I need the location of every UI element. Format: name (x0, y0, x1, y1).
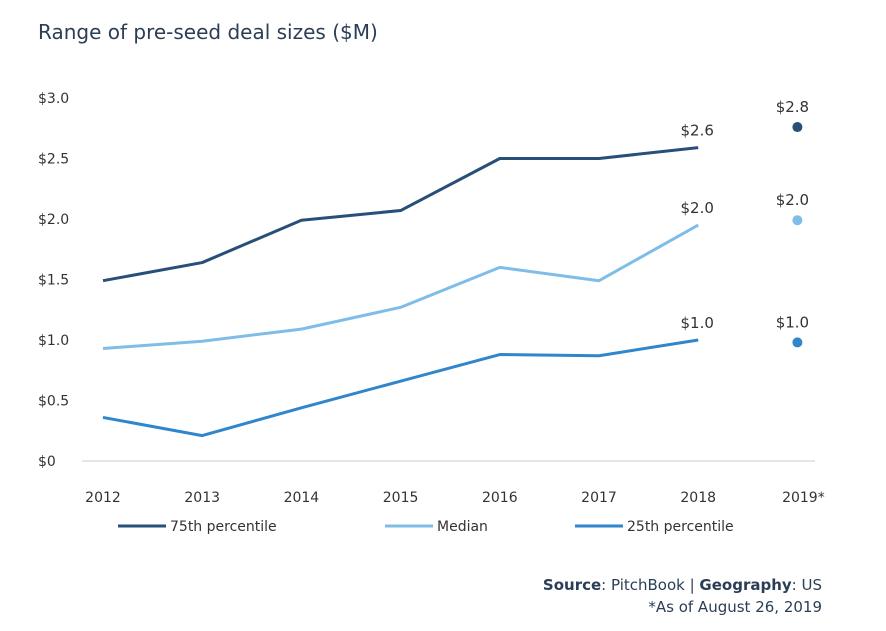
y-tick-label: $2.5 (38, 152, 69, 168)
legend-label: 25th percentile (627, 519, 734, 535)
x-tick-label: 2018 (680, 490, 716, 506)
source-line: Source: PitchBook | Geography: US (543, 576, 822, 594)
source-label: Source (542, 576, 602, 594)
x-tick-label: 2015 (383, 490, 419, 506)
legend-label: 75th percentile (170, 519, 277, 535)
x-tick-label: 2017 (581, 490, 617, 506)
data-label-2019: $2.8 (776, 98, 809, 116)
y-tick-label: $0.5 (38, 394, 69, 410)
y-tick-label: $3.0 (38, 91, 69, 107)
y-tick-label: $1.0 (38, 333, 69, 349)
data-label-2018: $2.6 (680, 122, 713, 140)
y-tick-label: $2.0 (38, 212, 69, 228)
geography-label: Geography (699, 576, 792, 594)
legend-label: Median (437, 519, 488, 535)
data-label-2019: $2.0 (776, 191, 809, 209)
data-point-2019 (792, 215, 803, 226)
chart-title: Range of pre-seed deal sizes ($M) (38, 20, 378, 44)
x-tick-label: 2019* (782, 490, 825, 506)
data-label-2018: $2.0 (680, 199, 713, 217)
y-tick-label: $1.5 (38, 273, 69, 289)
geography-text: : US (791, 576, 822, 594)
footnote: *As of August 26, 2019 (648, 598, 822, 616)
series-line-0 (102, 146, 699, 283)
data-point-2019 (792, 122, 803, 133)
x-tick-label: 2016 (482, 490, 518, 506)
data-label-2019: $1.0 (776, 313, 809, 331)
source-text: : PitchBook | (601, 576, 700, 594)
series-line-2 (102, 338, 699, 438)
data-point-2019 (792, 337, 803, 348)
series-line-1 (102, 223, 699, 350)
x-tick-label: 2012 (85, 490, 121, 506)
x-tick-label: 2014 (284, 490, 320, 506)
y-tick-label: $0 (38, 454, 56, 470)
data-label-2018: $1.0 (680, 314, 713, 332)
x-tick-label: 2013 (184, 490, 220, 506)
